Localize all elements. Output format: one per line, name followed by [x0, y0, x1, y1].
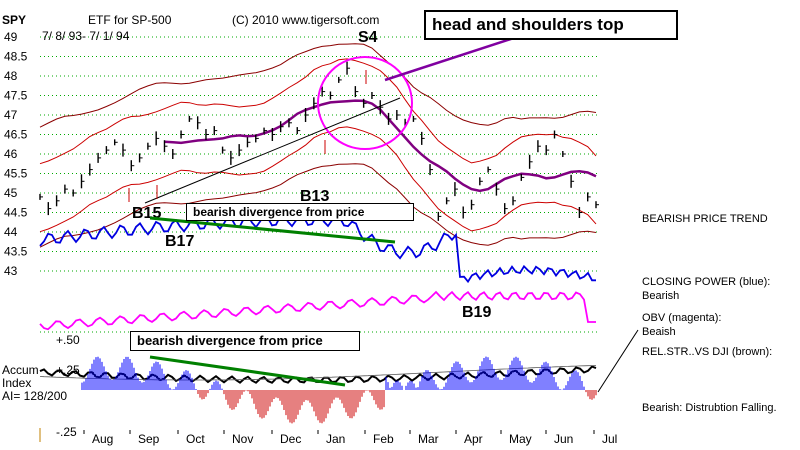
signal-b17: B17: [165, 233, 194, 250]
y-tick-label: 49: [4, 30, 18, 44]
callout-arrow-line: [384, 34, 521, 82]
y-tick-label: 45.5: [4, 167, 28, 181]
month-label: Sep: [138, 432, 160, 446]
divergence-callout-bottom: bearish divergence from price: [130, 331, 360, 351]
accum-tick-plus-50: +.50: [56, 333, 80, 347]
obv-label: OBV (magenta):: [642, 312, 722, 324]
month-label: Oct: [186, 432, 205, 446]
y-tick-label: 48.5: [4, 50, 28, 64]
neckline-trendline: [144, 97, 401, 204]
x-axis: Aug Sep Oct Nov Dec Jan Feb Mar Apr May Jun Jul: [39, 428, 617, 446]
month-label: Feb: [373, 432, 394, 446]
month-label: Jul: [602, 432, 617, 446]
outer-upper-band: [39, 43, 597, 128]
accum-label-line-3: AI= 128/200: [2, 389, 67, 403]
annotation-overlays: [128, 34, 639, 393]
month-label: Nov: [232, 432, 253, 446]
signal-b19: B19: [462, 304, 491, 321]
closing-power-label: CLOSING POWER (blue):: [642, 276, 771, 288]
month-label: Dec: [280, 432, 301, 446]
y-tick-label: 47.5: [4, 89, 28, 103]
month-label: Aug: [92, 432, 113, 446]
signal-s4: S4: [358, 29, 378, 46]
y-tick-label: 45: [4, 186, 18, 200]
signal-b13: B13: [300, 188, 329, 205]
date-range-label: 7/ 8/ 93- 7/ 1/ 94: [42, 29, 130, 43]
ticker-label: SPY: [2, 13, 26, 27]
grid-lines: [40, 36, 600, 333]
month-label: Jun: [554, 432, 573, 446]
y-tick-label: 43.5: [4, 245, 28, 259]
divergence-arrow-top: [149, 216, 396, 244]
accum-label-line-2: Index: [2, 376, 31, 390]
y-tick-label: 48: [4, 69, 18, 83]
obv-line: [39, 290, 596, 331]
divergence-arrow-bottom: [149, 355, 346, 387]
indicator-lines: [39, 212, 597, 384]
accum-ma-line: [39, 365, 597, 381]
closing-power-value: Bearish: [642, 290, 680, 302]
y-axis: 49 48.5 48 47.5 47 46.5 46 45.5 45 44.5 44 43.5 43: [4, 30, 28, 278]
accumulation-histogram: [81, 356, 597, 424]
accum-tick-plus-25: +.25: [56, 363, 80, 377]
head-shoulders-callout: head and shoulders top: [424, 10, 678, 40]
accum-status-label: Bearish: Distrubtion Falling.: [642, 402, 777, 414]
rel-strength-label: REL.STR..VS DJI (brown):: [642, 346, 773, 358]
head-shoulders-circle: [317, 56, 413, 150]
y-tick-label: 44: [4, 225, 18, 239]
y-tick-label: 44.5: [4, 206, 28, 220]
month-label: Mar: [418, 432, 439, 446]
credit-label: (C) 2010 www.tigersoft.com: [232, 13, 379, 27]
month-label: May: [509, 432, 532, 446]
divergence-callout-top: bearish divergence from price: [186, 203, 414, 221]
price-bars: [39, 61, 599, 221]
chart-title: ETF for SP-500: [88, 13, 172, 27]
y-tick-label: 46: [4, 147, 18, 161]
y-tick-label: 47: [4, 108, 18, 122]
lower-band: [39, 126, 597, 233]
accum-tick-minus-25: -.25: [56, 425, 77, 439]
obv-value: Beaish: [642, 326, 676, 338]
bearish-trend-label: BEARISH PRICE TREND: [642, 213, 768, 225]
upper-band: [39, 58, 597, 165]
side-pointer-line: [597, 329, 639, 393]
outer-lower-band: [39, 163, 597, 248]
month-label: Apr: [464, 432, 483, 446]
accum-label-line-1: Accum: [2, 363, 39, 377]
month-label: Jan: [326, 432, 345, 446]
y-tick-label: 46.5: [4, 128, 28, 142]
y-tick-label: 43: [4, 264, 18, 278]
